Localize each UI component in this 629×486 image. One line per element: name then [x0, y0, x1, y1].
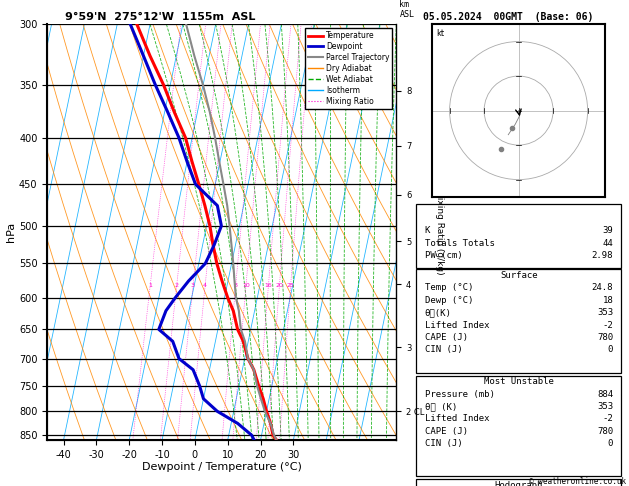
- Y-axis label: Mixing Ratio (g/kg): Mixing Ratio (g/kg): [435, 189, 444, 275]
- Text: km
ASL: km ASL: [399, 0, 415, 19]
- Text: 9°59'N  275°12'W  1155m  ASL: 9°59'N 275°12'W 1155m ASL: [65, 12, 255, 22]
- Text: kt: kt: [436, 30, 444, 38]
- Text: 16: 16: [264, 283, 272, 288]
- Text: Totals Totals: Totals Totals: [425, 239, 494, 248]
- Text: Lifted Index: Lifted Index: [425, 321, 489, 330]
- Text: -2: -2: [603, 321, 613, 330]
- Text: 39: 39: [603, 226, 613, 235]
- Text: θᴄ (K): θᴄ (K): [425, 402, 457, 411]
- Text: 4: 4: [203, 283, 207, 288]
- Text: 8: 8: [233, 283, 237, 288]
- Text: 1: 1: [148, 283, 152, 288]
- Text: CAPE (J): CAPE (J): [425, 333, 467, 342]
- Text: 0: 0: [608, 346, 613, 354]
- Text: 2.98: 2.98: [592, 251, 613, 260]
- Y-axis label: hPa: hPa: [6, 222, 16, 242]
- Text: CIN (J): CIN (J): [425, 439, 462, 448]
- Text: Hodograph: Hodograph: [495, 481, 543, 486]
- Bar: [416, 479, 621, 486]
- Text: 884: 884: [597, 390, 613, 399]
- Text: CAPE (J): CAPE (J): [425, 427, 467, 436]
- Bar: [416, 376, 621, 476]
- Text: 44: 44: [603, 239, 613, 248]
- Text: 0: 0: [608, 439, 613, 448]
- Text: 25: 25: [287, 283, 294, 288]
- Text: 3: 3: [191, 283, 195, 288]
- Text: © weatheronline.co.uk: © weatheronline.co.uk: [529, 477, 626, 486]
- X-axis label: Dewpoint / Temperature (°C): Dewpoint / Temperature (°C): [142, 462, 302, 472]
- Text: Dewp (°C): Dewp (°C): [425, 296, 473, 305]
- Legend: Temperature, Dewpoint, Parcel Trajectory, Dry Adiabat, Wet Adiabat, Isotherm, Mi: Temperature, Dewpoint, Parcel Trajectory…: [304, 28, 392, 109]
- Text: PW (cm): PW (cm): [425, 251, 462, 260]
- Text: 24.8: 24.8: [592, 283, 613, 293]
- Text: 20: 20: [276, 283, 283, 288]
- Text: θᴄ(K): θᴄ(K): [425, 308, 452, 317]
- Text: 353: 353: [597, 402, 613, 411]
- Text: 780: 780: [597, 427, 613, 436]
- Text: Pressure (mb): Pressure (mb): [425, 390, 494, 399]
- Text: 780: 780: [597, 333, 613, 342]
- Text: Lifted Index: Lifted Index: [425, 415, 489, 423]
- Text: Temp (°C): Temp (°C): [425, 283, 473, 293]
- Text: 18: 18: [603, 296, 613, 305]
- Text: 10: 10: [242, 283, 250, 288]
- Bar: [416, 204, 621, 268]
- Text: CIN (J): CIN (J): [425, 346, 462, 354]
- Text: Most Unstable: Most Unstable: [484, 377, 554, 386]
- Text: 05.05.2024  00GMT  (Base: 06): 05.05.2024 00GMT (Base: 06): [423, 12, 593, 22]
- Bar: [416, 269, 621, 373]
- Text: 2: 2: [174, 283, 179, 288]
- Text: K: K: [425, 226, 430, 235]
- Text: Surface: Surface: [500, 271, 538, 280]
- Text: 353: 353: [597, 308, 613, 317]
- Text: -2: -2: [603, 415, 613, 423]
